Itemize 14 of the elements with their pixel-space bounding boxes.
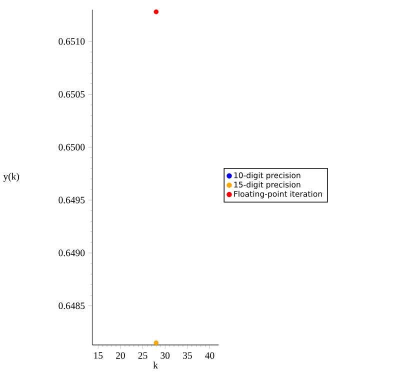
y-tick-label: 0.6500 bbox=[58, 144, 85, 151]
x-tick-label: 35 bbox=[183, 352, 192, 359]
y-tick-label: 0.6495 bbox=[58, 196, 85, 204]
x-tick-label: 30 bbox=[160, 352, 170, 359]
x-tick-label: 15 bbox=[94, 352, 103, 359]
y-tick-label: 0.6505 bbox=[58, 91, 85, 98]
y-tick-label: 0.6510 bbox=[58, 38, 85, 45]
x-tick-label: 25 bbox=[138, 352, 148, 359]
y-tick-label: 0.6485 bbox=[58, 302, 85, 310]
x-tick-label: 40 bbox=[205, 352, 214, 359]
x-tick-label: 20 bbox=[116, 352, 125, 359]
x-axis-title: k bbox=[153, 362, 158, 368]
y-tick-label: 0.6490 bbox=[58, 250, 85, 256]
y-axis-title: y(k) bbox=[3, 172, 19, 182]
